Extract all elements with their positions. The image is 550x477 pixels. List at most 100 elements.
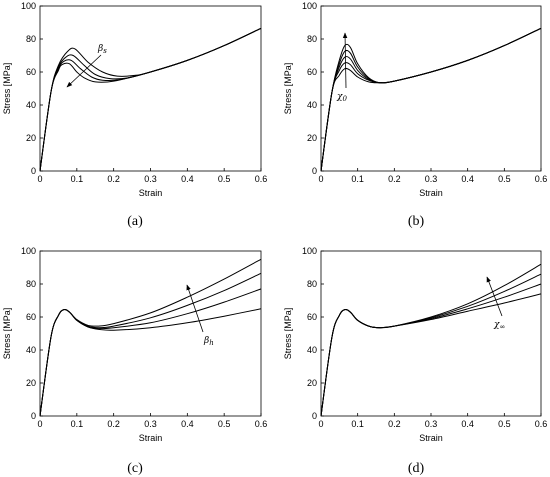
y-tick-label: 80 xyxy=(307,34,317,44)
parameter-label: βs xyxy=(97,44,107,55)
parameter-subscript: 0 xyxy=(342,95,347,103)
series-line-2 xyxy=(320,27,542,172)
x-tick-label: 0.2 xyxy=(388,174,401,184)
y-tick-label: 100 xyxy=(21,1,36,11)
series-line-3 xyxy=(320,273,542,417)
parameter-subscript: s xyxy=(103,47,107,55)
y-axis-label: Stress [MPa] xyxy=(2,308,12,360)
x-tick-label: 0.4 xyxy=(181,174,194,184)
x-tick-label: 0.5 xyxy=(218,174,231,184)
x-tick-label: 0.2 xyxy=(107,174,120,184)
x-tick-label: 0 xyxy=(37,419,42,429)
parameter-arrow xyxy=(66,54,102,88)
x-tick-label: 0.5 xyxy=(218,419,231,429)
series-line-4 xyxy=(320,263,542,417)
series-line-4 xyxy=(39,258,262,417)
panel-c: 0 0.1 0.2 0.3 0.4 0.5 0.6 0 20 40 60 80 100 Strain Str… xyxy=(2,246,267,476)
y-tick-label: 0 xyxy=(312,411,317,421)
y-tick-label: 80 xyxy=(307,279,317,289)
x-tick-label: 0.3 xyxy=(144,174,157,184)
plot-frame xyxy=(320,250,542,417)
y-tick-label: 60 xyxy=(26,312,36,322)
y-tick-label: 100 xyxy=(302,246,317,256)
y-tick-label: 60 xyxy=(307,67,317,77)
y-axis-label: Stress [MPa] xyxy=(283,63,293,115)
y-axis-label: Stress [MPa] xyxy=(283,308,293,360)
y-tick-label: 0 xyxy=(31,411,36,421)
y-tick-label: 100 xyxy=(302,1,317,11)
parameter-arrow xyxy=(486,276,503,317)
x-tick-label: 0.5 xyxy=(498,174,511,184)
x-tick-label: 0.6 xyxy=(255,419,268,429)
series-line-4 xyxy=(39,27,262,172)
x-tick-label: 0.2 xyxy=(388,419,401,429)
panel-caption: (d) xyxy=(408,461,425,476)
y-tick-label: 20 xyxy=(307,133,317,143)
y-tick-label: 100 xyxy=(21,246,36,256)
x-tick-label: 0 xyxy=(318,419,323,429)
x-tick-label: 0.1 xyxy=(71,419,84,429)
x-axis-label: Strain xyxy=(419,188,443,198)
panel-a: 0 0.1 0.2 0.3 0.4 0.5 0.6 0 20 40 60 80 100 Strain Str… xyxy=(2,1,267,229)
x-tick-label: 0.4 xyxy=(461,174,474,184)
y-tick-label: 60 xyxy=(307,312,317,322)
y-tick-label: 20 xyxy=(26,133,36,143)
y-axis-label: Stress [MPa] xyxy=(2,63,12,115)
x-tick-label: 0.6 xyxy=(255,174,268,184)
y-tick-label: 20 xyxy=(26,378,36,388)
parameter-label: χ0 xyxy=(336,92,347,103)
plot-frame xyxy=(39,250,262,417)
panel-caption: (a) xyxy=(127,214,143,229)
y-tick-label: 80 xyxy=(26,279,36,289)
parameter-subscript: ∞ xyxy=(499,323,505,331)
series-line-4 xyxy=(320,27,542,172)
y-tick-label: 0 xyxy=(312,166,317,176)
x-tick-label: 0.4 xyxy=(461,419,474,429)
parameter-subscript: h xyxy=(209,339,214,347)
x-axis-label: Strain xyxy=(139,433,163,443)
series-line-2 xyxy=(39,27,262,172)
y-tick-label: 40 xyxy=(307,345,317,355)
x-tick-label: 0.3 xyxy=(144,419,157,429)
series-line-1 xyxy=(39,308,262,417)
series-line-3 xyxy=(39,27,262,172)
panel-caption: (b) xyxy=(408,214,425,229)
panel-b: 0 0.1 0.2 0.3 0.4 0.5 0.6 0 20 40 60 80 100 Strain Str… xyxy=(283,1,547,229)
panel-d: 0 0.1 0.2 0.3 0.4 0.5 0.6 0 20 40 60 80 100 Strain Str… xyxy=(283,246,547,476)
x-axis-label: Strain xyxy=(139,188,163,198)
y-tick-label: 40 xyxy=(26,100,36,110)
panel-caption: (c) xyxy=(127,461,143,476)
x-tick-label: 0.4 xyxy=(181,419,194,429)
x-tick-label: 0.6 xyxy=(535,419,548,429)
y-tick-label: 40 xyxy=(26,345,36,355)
y-tick-label: 80 xyxy=(26,34,36,44)
plot-frame xyxy=(320,5,542,172)
x-tick-label: 0.1 xyxy=(351,419,364,429)
plot-frame xyxy=(39,5,262,172)
series-line-2 xyxy=(320,283,542,417)
parameter-arrow xyxy=(342,32,348,89)
x-tick-label: 0 xyxy=(37,174,42,184)
x-tick-label: 0.3 xyxy=(425,419,438,429)
x-axis-label: Strain xyxy=(419,433,443,443)
x-tick-label: 0.3 xyxy=(425,174,438,184)
x-tick-label: 0 xyxy=(318,174,323,184)
y-tick-label: 40 xyxy=(307,100,317,110)
x-tick-label: 0.1 xyxy=(71,174,84,184)
y-tick-label: 0 xyxy=(31,166,36,176)
parameter-label: χ∞ xyxy=(493,320,505,331)
series-line-3 xyxy=(39,272,262,417)
x-tick-label: 0.1 xyxy=(351,174,364,184)
parameter-arrow xyxy=(186,284,204,333)
y-tick-label: 60 xyxy=(26,67,36,77)
series-line-3 xyxy=(320,27,542,172)
x-tick-label: 0.2 xyxy=(107,419,120,429)
series-line-1 xyxy=(39,27,262,172)
series-line-2 xyxy=(39,288,262,417)
x-tick-label: 0.6 xyxy=(535,174,548,184)
series-line-1 xyxy=(320,27,542,172)
y-tick-label: 20 xyxy=(307,378,317,388)
parameter-label: βh xyxy=(203,336,214,347)
series-line-1 xyxy=(320,293,542,417)
